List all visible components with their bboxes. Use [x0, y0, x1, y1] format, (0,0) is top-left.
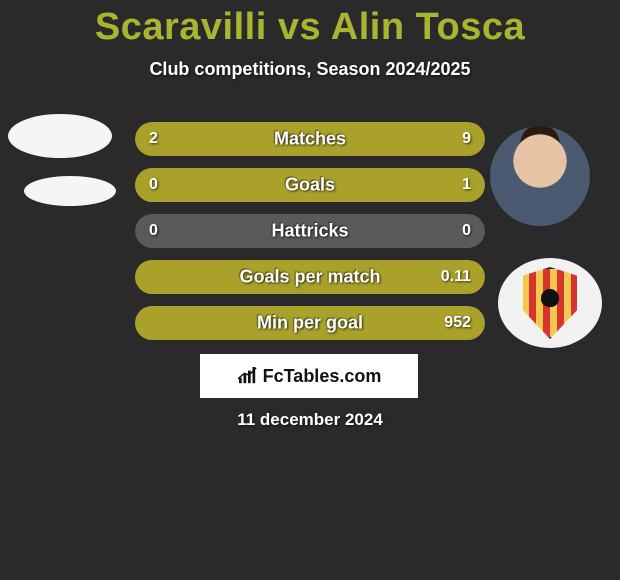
bar-chart-icon: [237, 367, 259, 385]
stat-value-right: 952: [444, 314, 471, 332]
stat-row: Goals per match0.11: [135, 260, 485, 294]
stat-value-right: 0.11: [441, 268, 471, 286]
stat-label: Min per goal: [135, 313, 485, 334]
player-left-club-crest: [24, 176, 116, 206]
stat-label: Goals per match: [135, 267, 485, 288]
stat-row: Hattricks0 0: [135, 214, 485, 248]
player-right-avatar: [490, 126, 590, 226]
stats-bars: Matches29Goals01Hattricks00Goals per mat…: [135, 122, 485, 352]
stat-value-left: 0: [149, 222, 158, 240]
generation-date: 11 december 2024: [0, 410, 620, 430]
face-icon: [490, 126, 590, 226]
stat-value-left: 0: [149, 176, 158, 194]
stat-value-right: 9: [462, 130, 471, 148]
stat-row: Matches2 9: [135, 122, 485, 156]
player-right-club-crest: [498, 258, 602, 348]
stat-row: Goals0 1: [135, 168, 485, 202]
stat-value-right: 0: [462, 222, 471, 240]
stat-value-left: 2: [149, 130, 158, 148]
page-subtitle: Club competitions, Season 2024/2025: [0, 59, 620, 80]
watermark-text: FcTables.com: [263, 366, 382, 387]
player-left-avatar: [8, 114, 112, 158]
shield-icon: [498, 258, 602, 348]
watermark: FcTables.com: [200, 354, 418, 398]
stat-label: Hattricks: [135, 221, 485, 242]
page-title: Scaravilli vs Alin Tosca: [0, 0, 620, 49]
stat-value-right: 1: [462, 176, 471, 194]
stat-label: Matches: [135, 129, 485, 150]
stat-label: Goals: [135, 175, 485, 196]
stat-row: Min per goal952: [135, 306, 485, 340]
